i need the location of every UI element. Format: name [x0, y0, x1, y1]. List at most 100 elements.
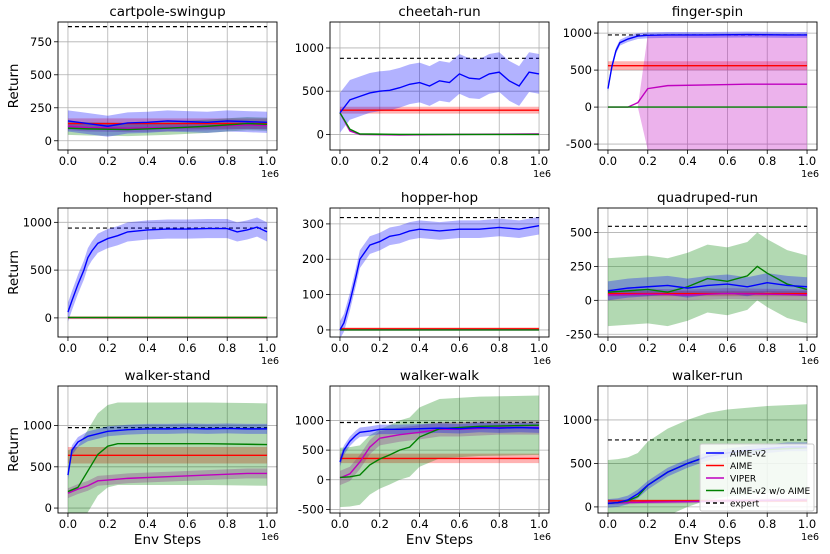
y-tick-label: 500 — [30, 68, 52, 82]
x-tick-label: 0.6 — [178, 341, 196, 355]
x-tick-label: 0.4 — [678, 154, 696, 168]
x-tick-label: 0.6 — [178, 517, 196, 531]
x-tick-label: 0.4 — [138, 154, 156, 168]
x-multiplier: 1e6 — [261, 532, 279, 543]
y-tick-label: 500 — [570, 63, 592, 77]
y-tick-label: 0 — [45, 134, 52, 148]
x-tick-label: 0.0 — [599, 341, 617, 355]
y-tick-label: 500 — [302, 443, 324, 457]
x-tick-label: 0.2 — [99, 341, 117, 355]
legend: AIME-v2 AIME VIPER AIME-v2 w/o AIME expert — [699, 443, 815, 512]
x-multiplier: 1e6 — [533, 532, 551, 543]
band-viper — [339, 111, 540, 136]
x-tick-label: 0.0 — [331, 154, 349, 168]
y-axis-label: Return — [6, 250, 22, 295]
y-axis-label: Return — [6, 64, 22, 109]
x-tick-label: 0.4 — [138, 341, 156, 355]
series-line-viper — [67, 472, 268, 494]
x-tick-label: 0.2 — [639, 517, 657, 531]
y-tick-label: -500 — [298, 502, 324, 516]
axes-frame — [597, 207, 818, 338]
x-tick-label: 0.2 — [99, 154, 117, 168]
series-line-aime-v2 — [339, 426, 540, 463]
x-multiplier: 1e6 — [801, 356, 819, 367]
x-tick-label: 1.0 — [798, 154, 816, 168]
series-line-aime-v2-w-o-aime — [67, 122, 268, 131]
y-tick-label: 0 — [317, 473, 324, 487]
y-tick-label: 0 — [585, 293, 592, 307]
x-tick-label: 0.6 — [450, 154, 468, 168]
axes-frame — [329, 207, 550, 338]
x-tick-label: 0.4 — [138, 517, 156, 531]
y-tick-label: 0 — [585, 500, 592, 514]
series-line-aime-v2 — [339, 224, 540, 331]
series-line-viper — [339, 112, 540, 136]
y-tick-label: 300 — [302, 217, 324, 231]
y-tick-label: 1000 — [563, 26, 592, 40]
band-aime-v2 — [339, 216, 540, 337]
x-tick-label: 0.8 — [758, 341, 776, 355]
band-aime-v2-w-o-aime — [339, 111, 540, 136]
series-line-aime-v2 — [607, 281, 808, 292]
x-tick-label: 0.8 — [490, 517, 508, 531]
y-axis-label: Return — [6, 427, 22, 472]
y-tick-label: 500 — [302, 84, 324, 98]
axes-frame — [597, 21, 818, 151]
axes-frame — [329, 385, 550, 514]
x-tick-label: 0.2 — [371, 341, 389, 355]
x-tick-label: 1.0 — [798, 341, 816, 355]
y-tick-label: 0 — [317, 323, 324, 337]
x-tick-label: 0.8 — [490, 154, 508, 168]
panel-title: hopper-hop — [401, 190, 478, 206]
x-tick-label: 0.0 — [331, 341, 349, 355]
y-tick-label: 1000 — [23, 215, 52, 229]
x-tick-label: 0.0 — [331, 517, 349, 531]
axes-frame — [57, 21, 278, 151]
x-tick-label: 0.4 — [410, 341, 428, 355]
series-line-aime-v2-w-o-aime — [607, 265, 808, 293]
x-tick-label: 0.0 — [59, 517, 77, 531]
x-tick-label: 1.0 — [258, 154, 276, 168]
series-line-aime-v2 — [607, 33, 808, 89]
x-tick-label: 1.0 — [530, 154, 548, 168]
legend-label: expert — [730, 500, 760, 510]
series-line-aime-v2 — [67, 120, 268, 127]
x-tick-label: 0.4 — [410, 154, 428, 168]
axes-frame — [597, 385, 818, 514]
x-tick-label: 0.4 — [410, 517, 428, 531]
y-tick-label: 250 — [570, 259, 592, 273]
series-line-aime-v2 — [67, 226, 268, 313]
y-tick-label: 500 — [570, 225, 592, 239]
x-multiplier: 1e6 — [801, 169, 819, 180]
axes-frame — [57, 385, 278, 514]
x-tick-label: 0.8 — [218, 517, 236, 531]
panel-title: walker-run — [672, 368, 743, 384]
series-line-aime-v2 — [339, 71, 540, 114]
y-tick-label: 0 — [45, 501, 52, 515]
x-tick-label: 1.0 — [798, 517, 816, 531]
x-tick-label: 0.0 — [599, 154, 617, 168]
x-tick-label: 0.4 — [678, 341, 696, 355]
x-axis-label: Env Steps — [406, 532, 473, 548]
x-tick-label: 0.6 — [718, 154, 736, 168]
x-multiplier: 1e6 — [533, 356, 551, 367]
x-tick-label: 0.0 — [59, 154, 77, 168]
panel-title: walker-stand — [125, 368, 211, 384]
panel-title: quadruped-run — [657, 190, 758, 206]
x-tick-label: 0.4 — [678, 517, 696, 531]
y-tick-label: 1000 — [563, 413, 592, 427]
band-aime-v2-w-o-aime — [339, 395, 540, 508]
x-tick-label: 0.6 — [718, 341, 736, 355]
band-aime-v2 — [339, 52, 540, 133]
legend-label: AIME-v2 w/o AIME — [730, 487, 811, 497]
y-tick-label: 500 — [30, 263, 52, 277]
panel-title: hopper-stand — [123, 190, 213, 206]
x-tick-label: 0.8 — [218, 341, 236, 355]
